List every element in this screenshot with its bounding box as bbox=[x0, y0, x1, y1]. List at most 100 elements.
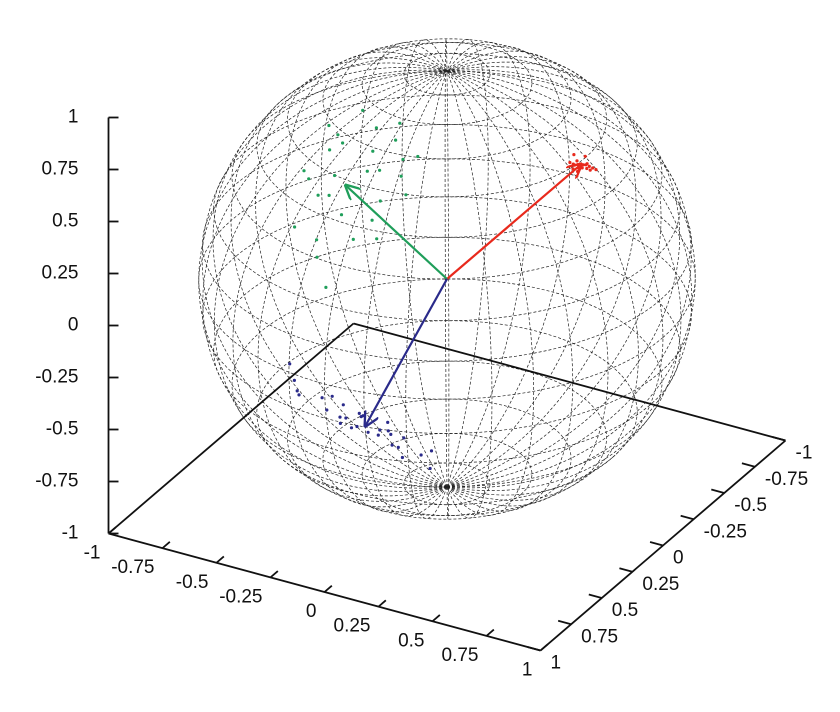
point bbox=[568, 160, 572, 165]
meridian bbox=[363, 70, 448, 517]
x-tick-label: 0 bbox=[306, 601, 317, 622]
x-tick-label: 0.75 bbox=[442, 645, 479, 666]
parallel bbox=[202, 124, 692, 362]
point bbox=[378, 168, 382, 172]
y-tick bbox=[772, 436, 786, 442]
point bbox=[297, 393, 301, 397]
point bbox=[378, 199, 382, 203]
point bbox=[587, 164, 591, 168]
parallel bbox=[322, 38, 572, 160]
point bbox=[584, 163, 588, 167]
point bbox=[376, 433, 380, 437]
point bbox=[336, 133, 340, 137]
parallel bbox=[403, 462, 491, 506]
point bbox=[338, 421, 342, 425]
x-tick bbox=[161, 541, 171, 549]
point bbox=[580, 166, 584, 170]
meridian bbox=[446, 70, 693, 489]
vector-arrow bbox=[446, 164, 581, 280]
x-tick bbox=[431, 614, 441, 622]
y-tick bbox=[649, 541, 664, 547]
meridian bbox=[446, 50, 606, 488]
x-tick bbox=[377, 599, 387, 608]
x-tick-label: 0.25 bbox=[334, 616, 371, 637]
point bbox=[429, 449, 434, 453]
point bbox=[330, 394, 334, 398]
point bbox=[370, 218, 374, 222]
point bbox=[327, 193, 331, 197]
point bbox=[572, 163, 577, 167]
x-tick-label: -0.25 bbox=[219, 586, 262, 607]
point bbox=[357, 411, 361, 415]
point bbox=[378, 428, 382, 432]
meridian bbox=[446, 61, 662, 488]
point bbox=[341, 403, 345, 407]
point bbox=[575, 159, 579, 163]
y-tick bbox=[680, 514, 694, 521]
point bbox=[389, 432, 393, 436]
point bbox=[320, 396, 324, 400]
vector-arrow bbox=[365, 278, 448, 426]
y-tick bbox=[557, 619, 572, 626]
point bbox=[594, 168, 598, 172]
y-tick bbox=[588, 593, 602, 599]
y-tick-label: -1 bbox=[796, 443, 813, 464]
meridian bbox=[257, 70, 448, 502]
x-tick bbox=[215, 555, 225, 564]
point bbox=[315, 238, 319, 242]
x-tick-label: 1 bbox=[522, 660, 533, 681]
y-tick-label: -0.75 bbox=[765, 469, 808, 490]
z-tick-label: 0.25 bbox=[42, 263, 79, 284]
point bbox=[581, 163, 586, 167]
z-tick-label: 1 bbox=[68, 107, 79, 128]
z-tick-label: 0.75 bbox=[42, 159, 79, 180]
meridian bbox=[446, 56, 637, 488]
sphere-wireframe bbox=[198, 38, 696, 520]
point bbox=[365, 169, 369, 173]
point bbox=[371, 149, 375, 153]
z-tick-label: -0.25 bbox=[35, 367, 78, 388]
point bbox=[292, 378, 296, 382]
parallel bbox=[287, 360, 607, 516]
meridian bbox=[213, 70, 448, 492]
point bbox=[339, 213, 344, 217]
point bbox=[591, 166, 595, 170]
point bbox=[293, 225, 297, 229]
parallel bbox=[213, 236, 681, 464]
point bbox=[366, 430, 370, 434]
parallel bbox=[202, 196, 692, 434]
point bbox=[288, 362, 292, 366]
meridian bbox=[446, 70, 450, 520]
y-tick-label: 0 bbox=[673, 548, 684, 569]
point bbox=[315, 255, 319, 259]
point bbox=[374, 126, 378, 130]
z-tick-label: -0.75 bbox=[35, 471, 78, 492]
meridian bbox=[446, 41, 531, 488]
y-tick bbox=[527, 646, 541, 652]
point bbox=[327, 123, 331, 128]
x-tick-label: -0.5 bbox=[176, 572, 209, 593]
y-tick-label: -0.25 bbox=[704, 521, 747, 542]
floor-edge bbox=[353, 322, 786, 442]
y-tick bbox=[711, 488, 725, 494]
point bbox=[338, 415, 342, 419]
point bbox=[404, 193, 408, 197]
z-tick-label: 0 bbox=[68, 315, 79, 336]
x-tick bbox=[107, 526, 117, 535]
point bbox=[307, 177, 311, 181]
point bbox=[333, 173, 337, 178]
point bbox=[576, 169, 580, 174]
point bbox=[390, 443, 394, 447]
point bbox=[402, 436, 406, 440]
parallel bbox=[322, 398, 572, 520]
meridian bbox=[405, 70, 448, 519]
y-tick-label: 0.25 bbox=[642, 574, 679, 595]
x-tick bbox=[323, 585, 333, 593]
point bbox=[295, 389, 299, 393]
point bbox=[399, 174, 403, 178]
meridian bbox=[446, 70, 574, 512]
x-tick-label: -0.75 bbox=[111, 557, 154, 578]
point bbox=[355, 424, 359, 429]
meridian bbox=[320, 46, 448, 488]
x-tick-label: 0.5 bbox=[398, 630, 424, 651]
